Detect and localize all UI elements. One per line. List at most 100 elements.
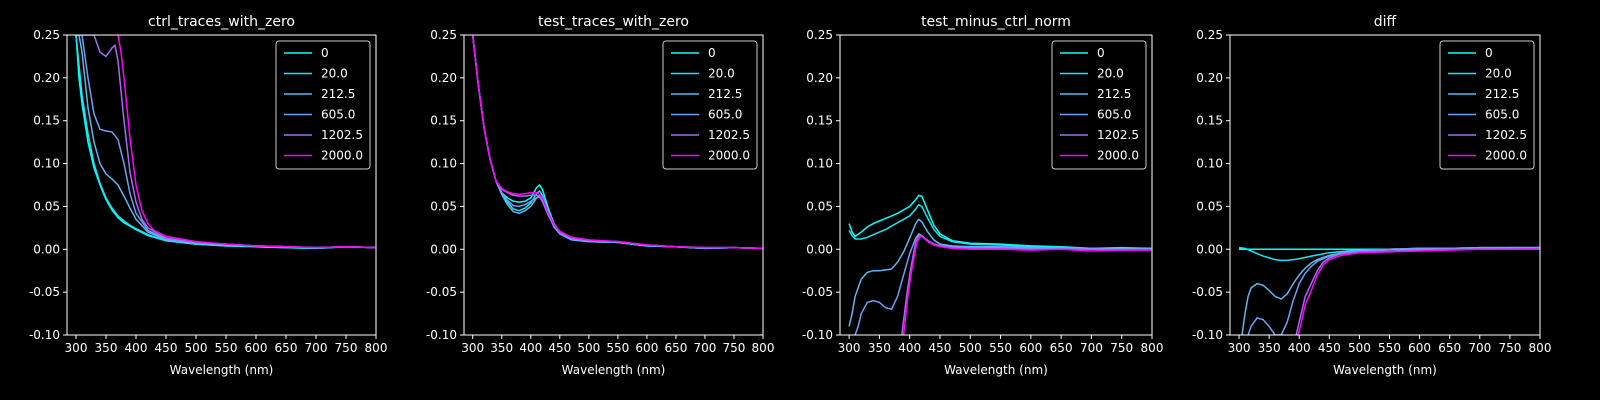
plot-frame — [839, 34, 1153, 336]
x-tick-label: 800 — [752, 341, 775, 355]
x-tick-label: 600 — [1408, 341, 1431, 355]
series-line-605.0 — [854, 232, 1152, 335]
y-tick-label: -0.10 — [802, 328, 833, 342]
x-tick-label: 350 — [868, 341, 891, 355]
x-axis-label: Wavelength (nm) — [170, 363, 274, 377]
series-line-2000.0 — [471, 35, 763, 250]
x-tick-label: 500 — [959, 341, 982, 355]
y-tick-label: 0.20 — [430, 71, 457, 85]
series-line-605.0 — [1247, 246, 1540, 335]
series-group — [471, 35, 763, 250]
legend-label: 1202.5 — [321, 128, 363, 142]
y-tick-label: 0.20 — [33, 71, 60, 85]
y-tick-label: 0.15 — [430, 114, 457, 128]
legend-label: 20.0 — [1097, 67, 1124, 81]
y-tick-label: 0.10 — [806, 157, 833, 171]
x-tick-label: 400 — [519, 341, 542, 355]
legend-label: 0 — [1485, 46, 1493, 60]
legend-label: 212.5 — [1097, 87, 1131, 101]
y-tick-label: 0.15 — [1196, 114, 1223, 128]
y-tick-label: 0.15 — [33, 114, 60, 128]
x-tick-label: 800 — [1529, 341, 1552, 355]
y-tick-label: 0.10 — [430, 157, 457, 171]
x-tick-label: 350 — [490, 341, 513, 355]
x-tick-label: 750 — [1110, 341, 1133, 355]
y-tick-label: 0.20 — [1196, 71, 1223, 85]
x-tick-label: 600 — [1019, 341, 1042, 355]
y-tick-label: 0.05 — [806, 199, 833, 213]
x-tick-label: 700 — [1468, 341, 1491, 355]
chart-title: ctrl_traces_with_zero — [148, 14, 295, 30]
legend-label: 0 — [1097, 46, 1105, 60]
x-tick-label: 800 — [365, 341, 388, 355]
y-tick-label: -0.05 — [426, 285, 457, 299]
plot-frame — [463, 34, 764, 336]
y-tick-label: 0.00 — [1196, 242, 1223, 256]
x-tick-label: 450 — [155, 341, 178, 355]
legend-label: 20.0 — [1485, 67, 1512, 81]
chart-panel: test_traces_with_zero 300 350 400 450 500 550 6… — [426, 14, 775, 377]
legend-label: 2000.0 — [1485, 149, 1527, 163]
x-tick-label: 700 — [305, 341, 328, 355]
legend-label: 1202.5 — [708, 128, 750, 142]
y-tick-label: 0.00 — [430, 242, 457, 256]
x-tick-label: 300 — [65, 341, 88, 355]
chart-panel: diff 300 350 400 450 500 550 600 650 700 750 800 -0.… — [1192, 14, 1552, 377]
y-tick-label: 0.10 — [33, 157, 60, 171]
y-tick-label: 0.00 — [33, 242, 60, 256]
x-tick-label: 300 — [838, 341, 861, 355]
x-tick-label: 750 — [335, 341, 358, 355]
series-line-1202.5 — [1295, 247, 1540, 335]
x-tick-label: 750 — [1498, 341, 1521, 355]
x-tick-label: 600 — [245, 341, 268, 355]
x-tick-label: 300 — [1228, 341, 1251, 355]
y-tick-label: -0.05 — [802, 285, 833, 299]
y-tick-label: 0.20 — [806, 71, 833, 85]
x-tick-label: 650 — [275, 341, 298, 355]
y-tick-label: 0.05 — [33, 199, 60, 213]
legend-label: 20.0 — [708, 67, 735, 81]
y-tick-label: 0.25 — [33, 28, 60, 42]
legend-label: 2000.0 — [708, 149, 750, 163]
legend-label: 0 — [708, 46, 716, 60]
x-tick-label: 700 — [693, 341, 716, 355]
series-group — [75, 35, 376, 250]
legend-label: 605.0 — [708, 108, 742, 122]
x-axis-label: Wavelength (nm) — [944, 363, 1048, 377]
y-tick-label: -0.10 — [29, 328, 60, 342]
chart-title: diff — [1374, 14, 1397, 30]
y-tick-label: 0.25 — [430, 28, 457, 42]
y-tick-label: 0.05 — [1196, 199, 1223, 213]
y-tick-label: 0.25 — [806, 28, 833, 42]
x-tick-label: 650 — [1050, 341, 1073, 355]
x-tick-label: 650 — [664, 341, 687, 355]
y-tick-label: -0.05 — [29, 285, 60, 299]
chart-panel: ctrl_traces_with_zero 300 350 400 450 500 550 6… — [29, 14, 388, 377]
y-tick-label: 0.25 — [1196, 28, 1223, 42]
x-axis-label: Wavelength (nm) — [562, 363, 666, 377]
legend-label: 212.5 — [1485, 87, 1519, 101]
x-tick-label: 500 — [185, 341, 208, 355]
series-line-20.0 — [75, 35, 376, 250]
x-tick-label: 350 — [1258, 341, 1281, 355]
x-tick-label: 500 — [1348, 341, 1371, 355]
series-line-20.0 — [848, 203, 1152, 250]
y-tick-label: 0.00 — [806, 242, 833, 256]
legend: 0 20.0 212.5 605.0 1202.5 2000.0 — [1051, 40, 1147, 170]
legend: 0 20.0 212.5 605.0 1202.5 2000.0 — [275, 40, 371, 170]
legend: 0 20.0 212.5 605.0 1202.5 2000.0 — [1439, 40, 1535, 170]
x-tick-label: 700 — [1080, 341, 1103, 355]
legend: 0 20.0 212.5 605.0 1202.5 2000.0 — [662, 40, 758, 170]
x-tick-label: 600 — [635, 341, 658, 355]
chart-title: test_minus_ctrl_norm — [921, 14, 1071, 30]
x-tick-label: 550 — [1378, 341, 1401, 355]
y-tick-label: -0.05 — [1192, 285, 1223, 299]
legend-label: 2000.0 — [1097, 149, 1139, 163]
series-line-0 — [848, 194, 1152, 250]
x-tick-label: 550 — [215, 341, 238, 355]
plot-frame — [1229, 34, 1541, 336]
legend-label: 605.0 — [1097, 108, 1131, 122]
x-tick-label: 350 — [95, 341, 118, 355]
plot-frame — [66, 34, 377, 336]
